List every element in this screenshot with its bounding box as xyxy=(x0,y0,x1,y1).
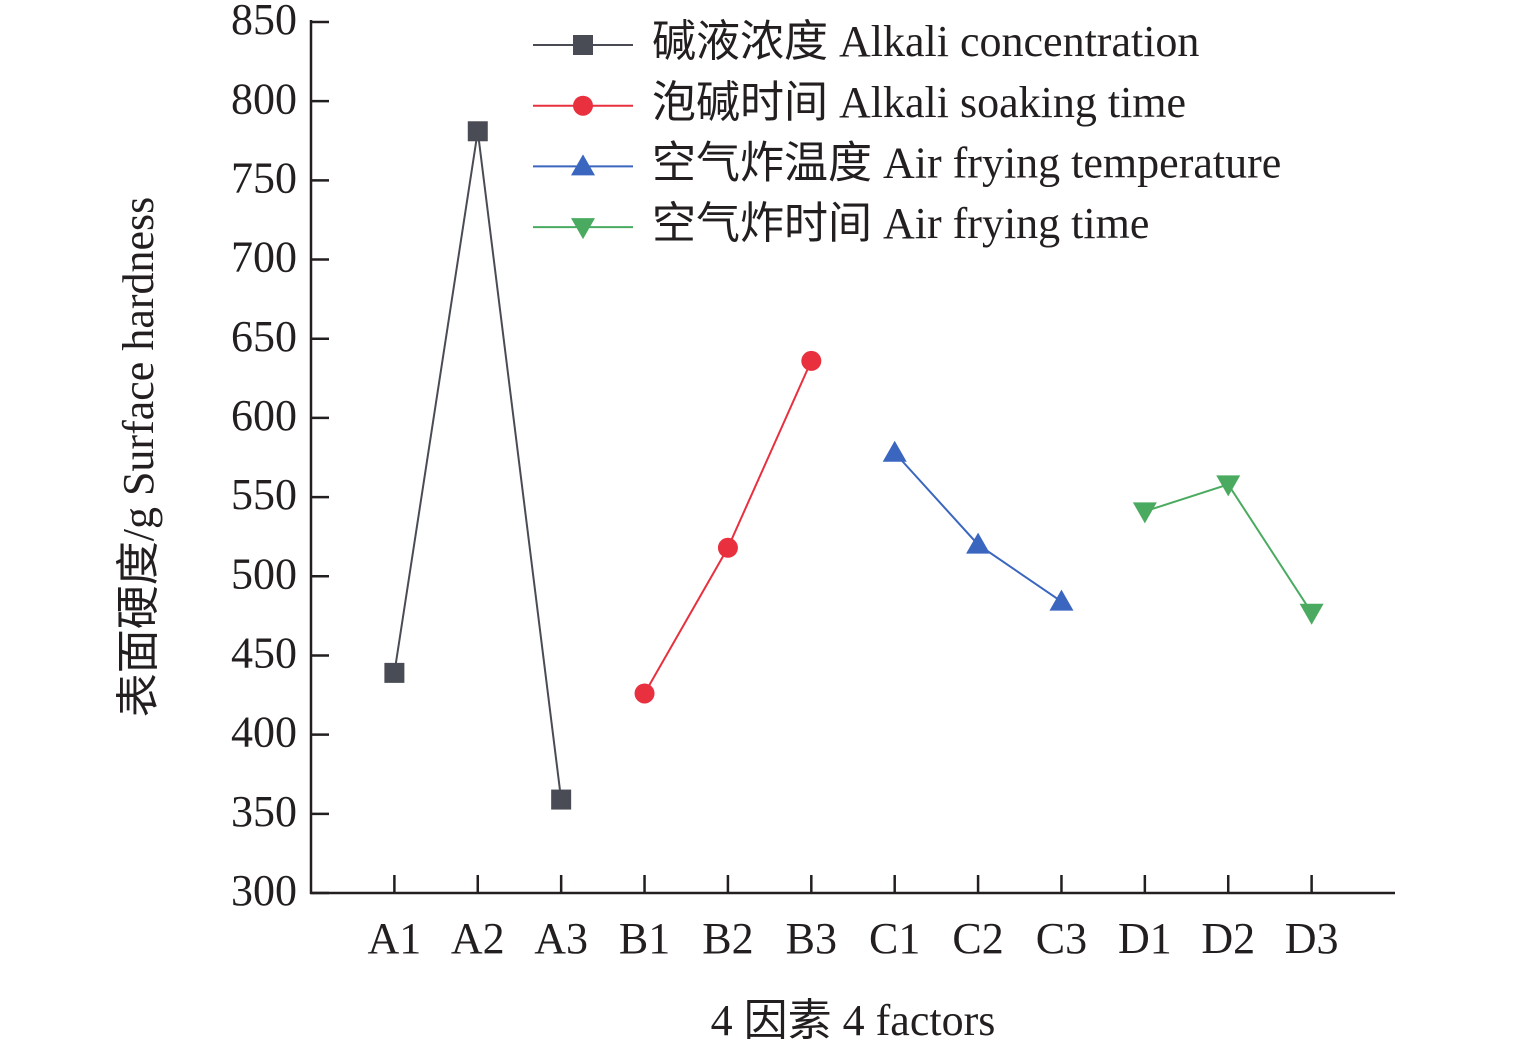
x-tick-label: D1 xyxy=(1118,914,1172,963)
legend-label: 碱液浓度 Alkali concentration xyxy=(652,17,1199,66)
marker xyxy=(966,532,991,554)
marker xyxy=(1299,603,1324,625)
marker xyxy=(1216,475,1241,497)
marker xyxy=(573,95,593,116)
marker xyxy=(1132,502,1157,524)
marker xyxy=(571,218,595,240)
y-tick-label: 850 xyxy=(231,0,297,44)
y-tick-label: 400 xyxy=(231,708,297,757)
y-tick-label: 600 xyxy=(231,391,297,440)
marker xyxy=(634,683,655,704)
series-line xyxy=(893,452,1063,603)
y-tick-label: 750 xyxy=(231,153,297,202)
marker xyxy=(384,662,405,683)
marker xyxy=(551,789,572,810)
y-tick-label: 700 xyxy=(231,233,297,282)
marker xyxy=(573,35,593,55)
x-tick-label: A2 xyxy=(451,914,505,963)
x-axis-title: 4 因素 4 factors xyxy=(711,996,996,1045)
marker xyxy=(571,154,595,176)
y-tick-label: 500 xyxy=(231,549,297,598)
legend-label: 空气炸温度 Air frying temperature xyxy=(652,138,1281,187)
x-tick-label: C2 xyxy=(952,914,1003,963)
series-line xyxy=(643,360,813,694)
marker xyxy=(1049,589,1074,611)
x-tick-label: B1 xyxy=(619,914,670,963)
y-tick-label: 450 xyxy=(231,629,297,678)
marker xyxy=(467,121,488,142)
series-line xyxy=(393,131,563,800)
y-tick-label: 350 xyxy=(231,787,297,836)
x-tick-label: C3 xyxy=(1036,914,1087,963)
y-tick-label: 550 xyxy=(231,470,297,519)
x-tick-label: A3 xyxy=(534,914,588,963)
marker xyxy=(717,537,738,558)
legend-label: 泡碱时间 Alkali soaking time xyxy=(652,78,1186,127)
y-axis-title: 表面硬度/g Surface hardness xyxy=(114,197,163,718)
marker xyxy=(801,350,822,371)
x-tick-label: D3 xyxy=(1285,914,1339,963)
marker xyxy=(882,440,907,462)
y-tick-label: 300 xyxy=(231,866,297,915)
y-tick-label: 650 xyxy=(231,312,297,361)
x-tick-label: B3 xyxy=(786,914,837,963)
x-tick-label: C1 xyxy=(869,914,920,963)
x-tick-label: B2 xyxy=(702,914,753,963)
legend-label: 空气炸时间 Air frying time xyxy=(652,199,1149,248)
series-line xyxy=(1144,483,1313,614)
y-tick-label: 800 xyxy=(231,74,297,123)
x-tick-label: A1 xyxy=(367,914,421,963)
x-tick-label: D2 xyxy=(1201,914,1255,963)
